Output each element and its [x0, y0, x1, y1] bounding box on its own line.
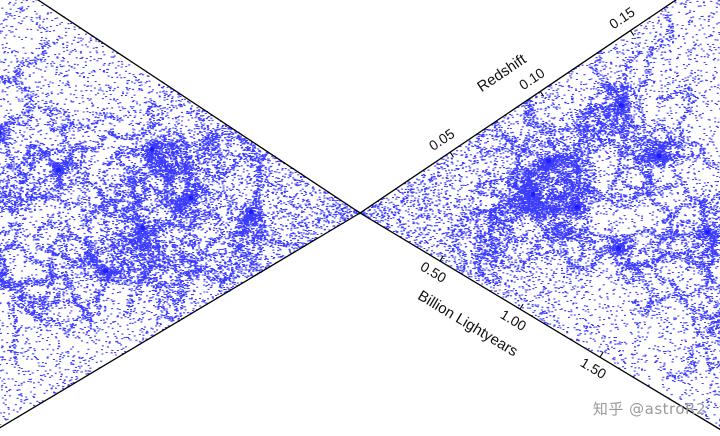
redshift-tick-0	[449, 151, 454, 158]
right-structure-point-6	[618, 102, 624, 108]
distance-tick-0	[439, 255, 444, 262]
right-wedge-galaxies	[360, 0, 720, 427]
left-structure-point-3	[103, 268, 109, 274]
right-structure-point-2	[546, 158, 552, 164]
left-wedge-galaxies	[0, 0, 361, 426]
left-structure-point-2	[56, 167, 62, 173]
left-structure-point-0	[188, 195, 194, 201]
right-structure-point-0	[530, 191, 536, 197]
distance-tick-label-1: 1.00	[498, 306, 530, 334]
left-structure-point-1	[140, 225, 146, 231]
watermark-text: 知乎 @astroR2	[592, 400, 706, 418]
right-structure-point-3	[616, 245, 622, 251]
distance-tick-1	[519, 303, 524, 310]
redshift-tick-label-0: 0.05	[426, 125, 458, 154]
distance-tick-label-2: 1.50	[578, 354, 610, 382]
right-structure-point-4	[656, 153, 662, 159]
right-structure-point-1	[574, 204, 580, 210]
left-structure-point-7	[0, 130, 2, 135]
redshift-tick-2	[630, 30, 635, 36]
redshift-tick-1	[539, 91, 545, 97]
distance-tick-label-0: 0.50	[418, 258, 450, 286]
distance-tick-2	[599, 351, 604, 358]
redshift-tick-label-2: 0.15	[606, 4, 638, 33]
left-structure-point-4	[149, 146, 155, 152]
left-structure-point-5	[248, 209, 254, 215]
right-structure-point-5	[704, 229, 710, 235]
